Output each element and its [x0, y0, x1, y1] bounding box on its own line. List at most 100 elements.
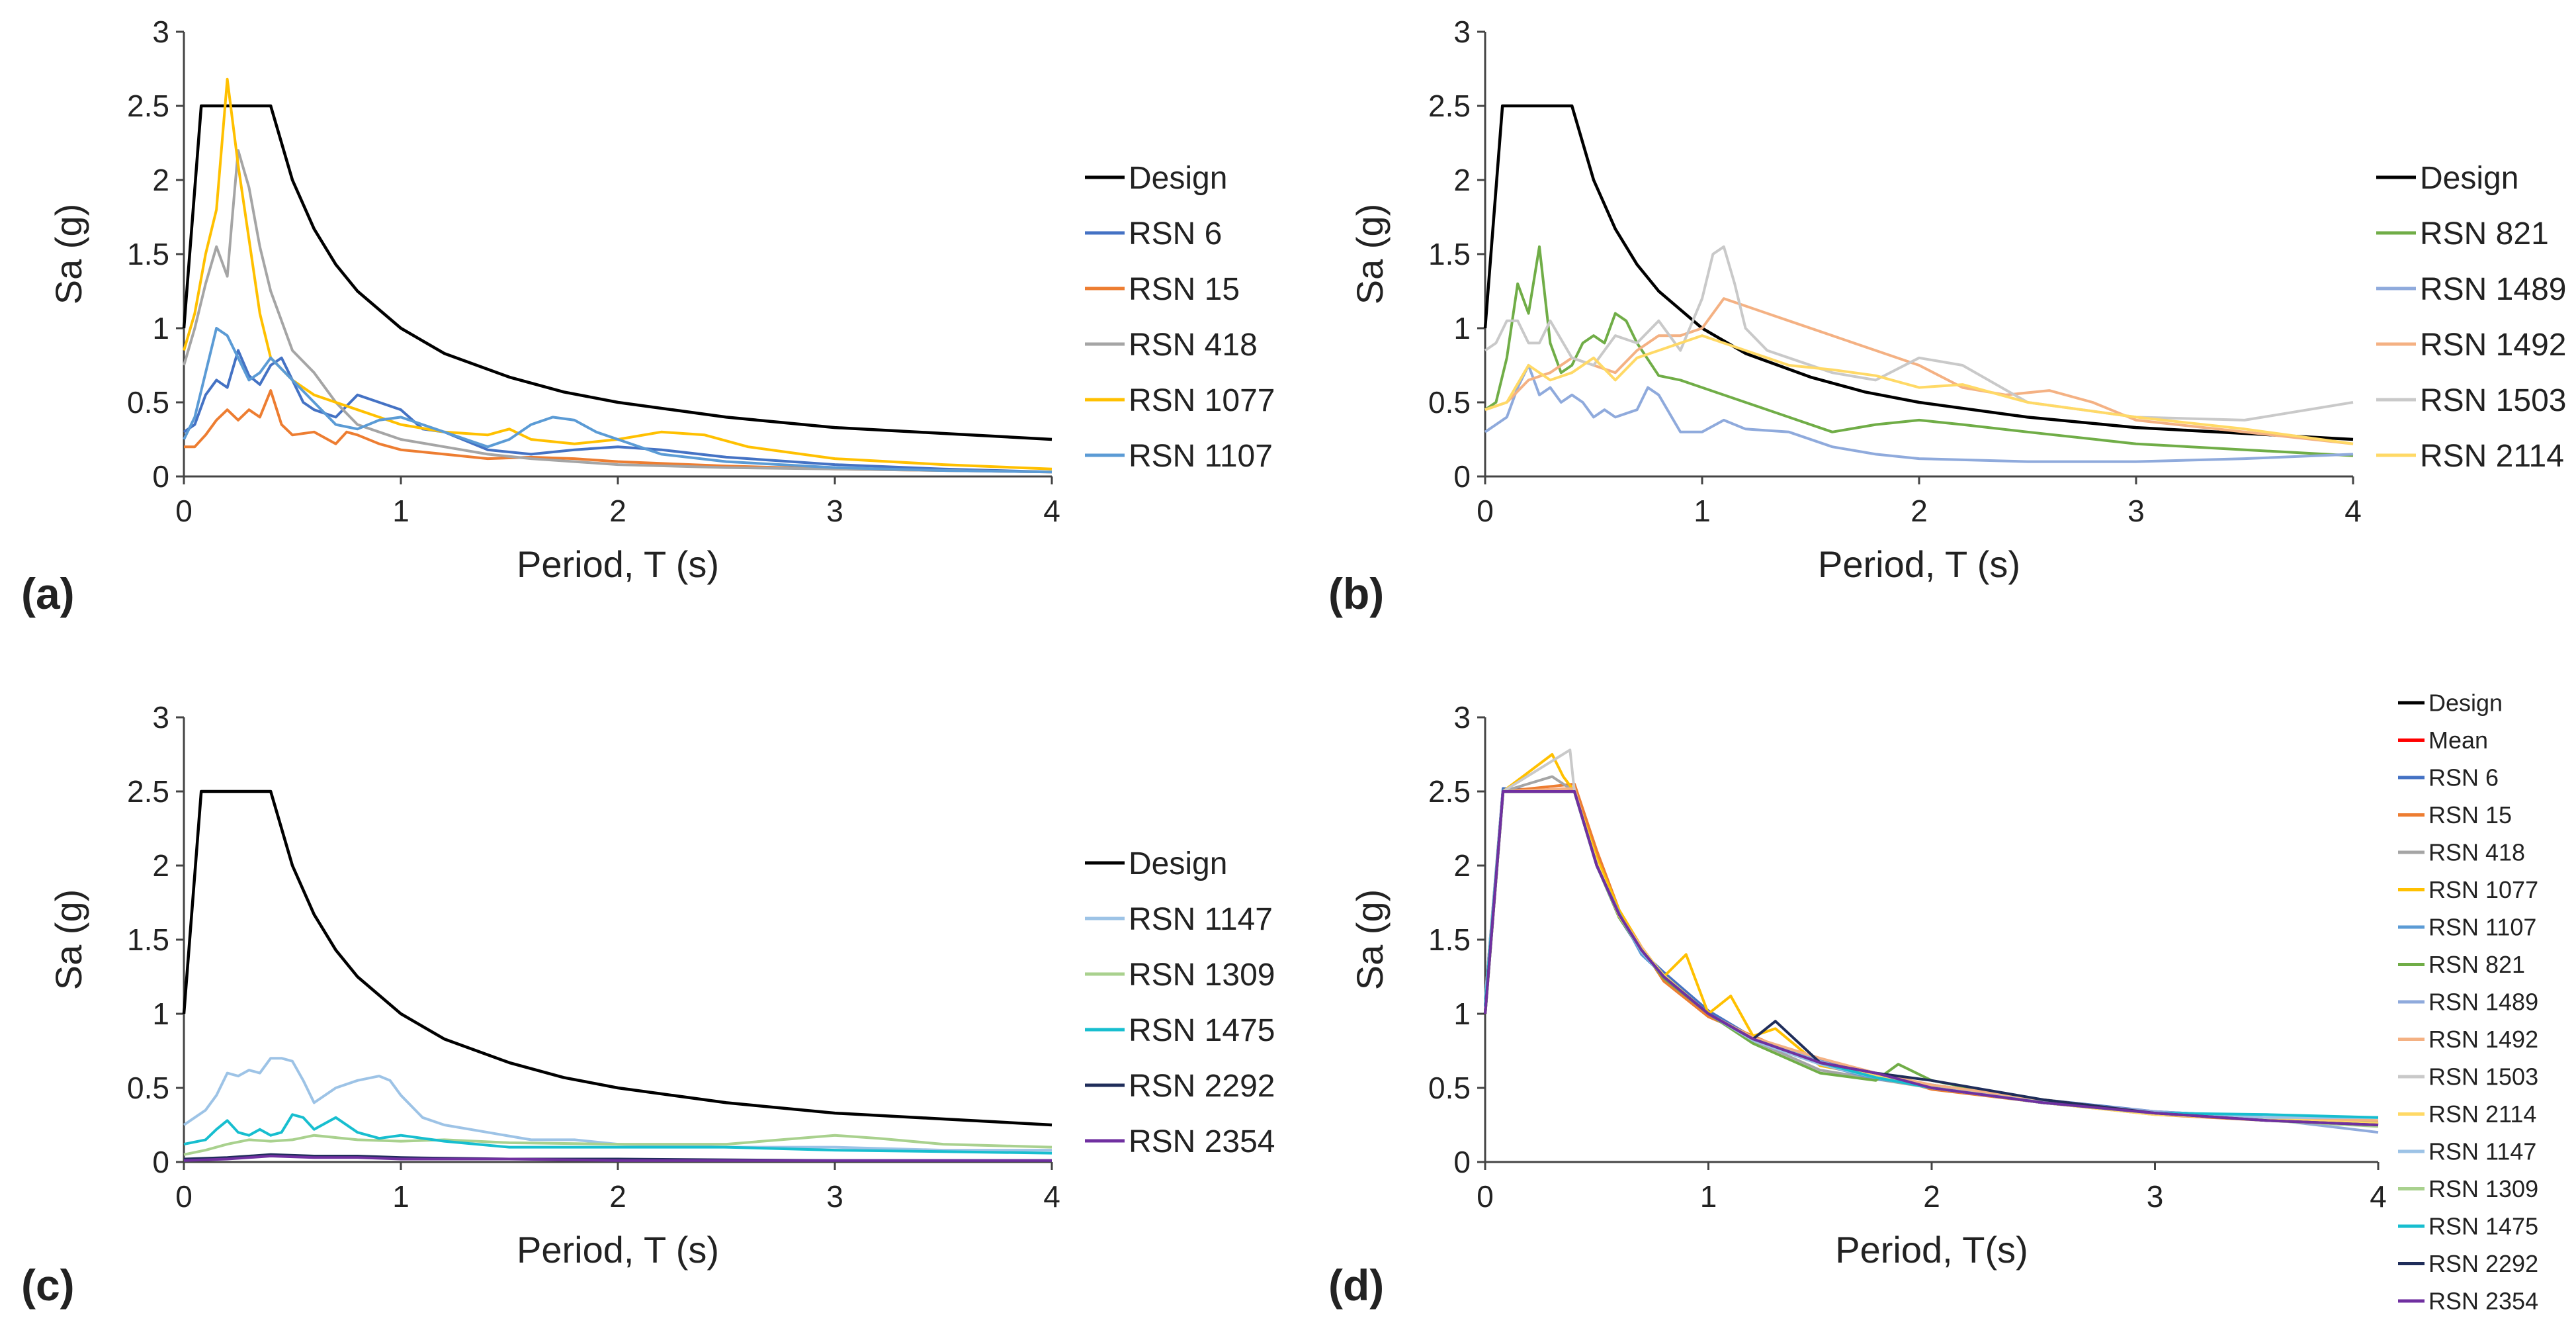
- panel-label: (b): [1328, 569, 1384, 618]
- legend-entry-design: Design: [2420, 161, 2518, 196]
- x-tick-label: 3: [2127, 494, 2145, 528]
- y-tick-label: 1: [1453, 311, 1471, 345]
- legend-entry-rsn-2292: RSN 2292: [1129, 1069, 1275, 1104]
- series-line-rsn-15: [1484, 782, 2379, 1124]
- x-axis-label: Period, T (s): [517, 1229, 719, 1271]
- y-axis-label: Sa (g): [48, 204, 89, 305]
- y-tick-label: 2.5: [1428, 774, 1471, 809]
- legend: Design RSN 1147 RSN 1309 RSN 1475 RSN 2292 RS…: [1085, 846, 1275, 1159]
- legend-entry-rsn-1475: RSN 1475: [1129, 1013, 1275, 1048]
- x-tick-label: 3: [826, 494, 843, 528]
- y-tick-label: 2.5: [127, 774, 169, 809]
- legend-entry-rsn-821: RSN 821: [2420, 216, 2549, 251]
- legend: Design RSN 6 RSN 15 RSN 418 RSN 1077 RSN 1107: [1085, 161, 1275, 474]
- series-line-rsn-1309: [183, 1134, 1052, 1156]
- chart-panel-b: 0 0.5 1 1.5 2 2.5 3 0 1 2 3 4 Period, T (s) Sa (g) (b)…: [1328, 15, 2566, 618]
- legend: Design RSN 821 RSN 1489 RSN 1492 RSN 1503 RSN…: [2376, 161, 2566, 474]
- x-axis-label: Period, T (s): [517, 543, 719, 585]
- panel-label: (d): [1328, 1261, 1384, 1310]
- y-tick-label: 0: [1453, 1145, 1471, 1179]
- series-line-rsn-1475: [1484, 790, 2379, 1119]
- series-line-rsn-418: [183, 149, 1052, 474]
- y-tick-label: 1: [152, 311, 169, 345]
- y-tick-label: 2: [1453, 163, 1471, 197]
- series-line-rsn-1077: [183, 77, 1052, 470]
- x-tick-label: 2: [1911, 494, 1928, 528]
- y-tick-label: 3: [152, 700, 169, 735]
- x-tick-label: 1: [1694, 494, 1711, 528]
- x-tick-label: 0: [175, 494, 193, 528]
- y-tick-label: 0.5: [1428, 385, 1471, 420]
- legend-entry-rsn-2354: RSN 2354: [2428, 1288, 2538, 1315]
- legend-entry-rsn-418: RSN 418: [2428, 839, 2525, 866]
- series-line-rsn-1503: [1484, 245, 2354, 422]
- series-line-rsn-2292: [1484, 790, 2379, 1126]
- y-tick-label: 1.5: [1428, 922, 1471, 957]
- y-axis-label: Sa (g): [48, 889, 89, 991]
- series-line-rsn-1147: [183, 1057, 1052, 1152]
- x-axis-label: Period, T (s): [1818, 543, 2020, 585]
- legend-entry-rsn-1309: RSN 1309: [1129, 958, 1275, 993]
- x-tick-label: 4: [2344, 494, 2362, 528]
- legend: Design Mean RSN 6 RSN 15 RSN 418 RSN 1077 RSN …: [2398, 690, 2538, 1315]
- series-line-rsn-1077: [1484, 753, 2379, 1125]
- x-tick-label: 0: [175, 1179, 193, 1214]
- x-tick-label: 0: [1477, 494, 1494, 528]
- y-tick-label: 2: [1453, 848, 1471, 883]
- legend-entry-rsn-2114: RSN 2114: [2420, 439, 2564, 474]
- legend-entry-rsn-1147: RSN 1147: [1129, 902, 1273, 937]
- series-line-rsn-1309: [1484, 790, 2379, 1128]
- series-line-design: [182, 789, 1052, 1127]
- series-line-rsn-2354: [183, 1155, 1052, 1162]
- x-axis-label: Period, T(s): [1835, 1229, 2028, 1271]
- series-line-mean: [1484, 787, 2379, 1125]
- y-tick-label: 3: [1453, 700, 1471, 735]
- legend-entry-rsn-2354: RSN 2354: [1129, 1124, 1275, 1159]
- series-line-rsn-1107: [183, 327, 1052, 474]
- y-tick-label: 1.5: [1428, 237, 1471, 271]
- legend-entry-rsn-15: RSN 15: [2428, 801, 2512, 828]
- legend-entry-rsn-1503: RSN 1503: [2428, 1063, 2538, 1091]
- series-line-rsn-2354: [1484, 790, 2379, 1126]
- series-line-rsn-821: [1484, 790, 2379, 1124]
- legend-entry-rsn-1077: RSN 1077: [2428, 876, 2538, 903]
- series-line-rsn-1475: [183, 1113, 1052, 1155]
- series-line-rsn-15: [184, 389, 1052, 474]
- legend-entry-rsn-1147: RSN 1147: [2428, 1138, 2536, 1165]
- legend-entry-rsn-821: RSN 821: [2428, 951, 2525, 978]
- y-tick-label: 1.5: [127, 922, 169, 957]
- series-line-rsn-1107: [1484, 790, 2379, 1126]
- series-line-rsn-2114: [1484, 790, 2379, 1125]
- legend-entry-design: Design: [2428, 690, 2503, 717]
- x-tick-label: 4: [1043, 494, 1060, 528]
- legend-entry-rsn-6: RSN 6: [1129, 216, 1222, 251]
- legend-entry-rsn-1107: RSN 1107: [1129, 439, 1273, 474]
- y-tick-label: 1: [152, 997, 169, 1031]
- series-line-design: [1483, 104, 2354, 441]
- legend-entry-rsn-2114: RSN 2114: [2428, 1100, 2536, 1128]
- y-tick-label: 0.5: [127, 385, 169, 420]
- panel-label: (c): [21, 1261, 75, 1310]
- legend-entry-rsn-1107: RSN 1107: [2428, 914, 2536, 941]
- series-line-rsn-2114: [1484, 334, 2354, 445]
- series-line-rsn-821: [1484, 245, 2354, 457]
- y-tick-label: 2: [152, 163, 169, 197]
- y-tick-label: 1.5: [127, 237, 169, 271]
- series-line-rsn-6: [183, 349, 1052, 474]
- chart-panel-a: 0 0.5 1 1.5 2 2.5 3 0 1 2 3 4 Period, T (s) Sa (g) (a)…: [21, 15, 1275, 618]
- y-tick-label: 0.5: [127, 1071, 169, 1105]
- legend-entry-rsn-1489: RSN 1489: [2428, 989, 2538, 1016]
- x-tick-label: 1: [392, 494, 409, 528]
- legend-entry-design: Design: [1129, 846, 1227, 881]
- y-axis-label: Sa (g): [1349, 204, 1391, 305]
- x-tick-label: 3: [2147, 1179, 2164, 1214]
- panel-label: (a): [21, 569, 75, 618]
- series-line-design: [1483, 789, 2379, 1127]
- y-tick-label: 2: [152, 848, 169, 883]
- y-tick-label: 2.5: [1428, 89, 1471, 123]
- x-tick-label: 2: [1923, 1179, 1940, 1214]
- series-line-rsn-1492: [1484, 297, 2354, 445]
- legend-entry-rsn-15: RSN 15: [1129, 272, 1240, 307]
- series-line-rsn-1492: [1484, 787, 2379, 1122]
